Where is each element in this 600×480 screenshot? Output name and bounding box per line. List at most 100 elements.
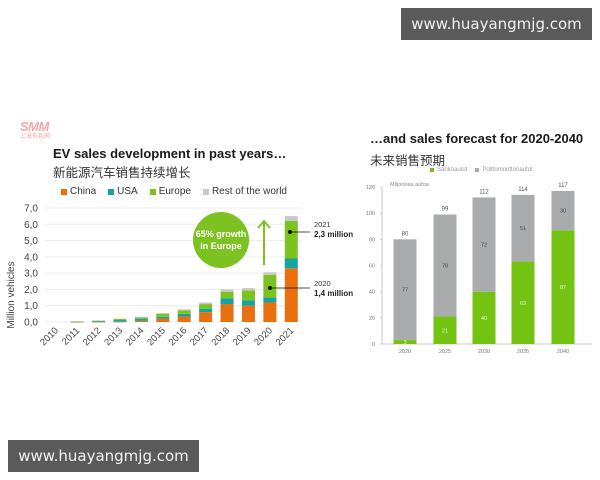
segment-value-label: 21: [442, 328, 448, 334]
y-tick-label: 5,0: [24, 236, 38, 247]
bar-2020: 3 77 80: [393, 231, 417, 346]
bar-2020: [263, 272, 277, 322]
segment-value-label: 87: [560, 285, 566, 291]
bar-segment-ice: [433, 214, 457, 317]
bar-segment-europe: [199, 304, 213, 309]
left-grid: [45, 207, 302, 323]
left-chart-legend: China USA Europe Rest of the world: [61, 186, 287, 197]
right-x-ticks: 2020 2025 2030 2035 2040: [399, 349, 569, 355]
bar-2030: 40 72 112: [472, 189, 496, 344]
annotation-2021-value: 2,3 million: [314, 230, 353, 239]
bar-segment-europe: [134, 317, 148, 319]
right-chart-subtitle: 未来销售预期: [370, 153, 446, 168]
x-tick-label: 2021: [274, 325, 297, 348]
y-tick-label: 120: [366, 185, 375, 191]
x-tick-label: 2040: [557, 349, 569, 355]
x-tick-label: 2012: [81, 325, 104, 348]
x-tick-label: 2014: [124, 325, 147, 348]
bar-segment-rest-of-the-world: [156, 313, 170, 314]
x-tick-label: 2011: [60, 325, 82, 347]
y-tick-label: 6,0: [24, 220, 38, 231]
bar-segment-rest-of-the-world: [199, 302, 213, 305]
bar-segment-usa: [113, 320, 127, 322]
bar-segment-ev: [393, 340, 417, 344]
legend-item-europe: Europe: [149, 186, 191, 197]
bar-segment-china: [284, 268, 298, 322]
growth-arrow-icon: [257, 219, 271, 265]
annotation-2020: 2020 1,4 million: [268, 279, 353, 298]
y-tick-label: 80: [369, 237, 375, 243]
right-chart-legend: Sähköautot Polttomoottoriautot: [430, 167, 533, 173]
legend-item-rest: Rest of the world: [202, 186, 287, 197]
legend-label-usa: USA: [117, 186, 138, 197]
bar-segment-usa: [220, 298, 234, 305]
bar-segment-china: [177, 316, 191, 322]
bar-segment-rest-of-the-world: [263, 272, 277, 275]
segment-value-label: 51: [520, 226, 526, 232]
left-chart-title: EV sales development in past years…: [53, 146, 287, 161]
bar-segment-rest-of-the-world: [241, 288, 255, 291]
left-chart-plot: Million vehicles 0,0 1,0 2,0 3,0 4,0 5,0 6,0 7,…: [6, 204, 353, 349]
bar-segment-china: [134, 320, 148, 322]
bar-2015: [156, 313, 170, 322]
legend-item-usa: USA: [108, 186, 138, 197]
segment-value-label: 78: [442, 264, 448, 270]
bar-segment-ev: [551, 230, 575, 344]
segment-value-label: 77: [402, 288, 408, 294]
legend-swatch-ice: [475, 168, 480, 172]
bar-2035: 63 51 114: [511, 187, 535, 344]
bar-segment-ev: [433, 316, 457, 344]
y-tick-label: 3,0: [24, 269, 38, 280]
y-tick-label: 100: [366, 211, 375, 217]
legend-label-europe: Europe: [158, 186, 191, 197]
bar-segment-europe: [177, 310, 191, 314]
legend-swatch-china: [61, 188, 67, 195]
bar-segment-china: [263, 302, 277, 322]
y-tick-label: 1,0: [24, 301, 38, 312]
x-tick-label: 2020: [252, 325, 275, 348]
bar-segment-usa: [177, 313, 191, 317]
total-label: 80: [402, 231, 409, 237]
bar-segment-rest-of-the-world: [134, 316, 148, 318]
bar-2017: [199, 302, 213, 322]
bar-2014: [134, 316, 148, 322]
bar-2018: [220, 289, 234, 322]
legend-swatch-europe: [149, 188, 156, 195]
bar-segment-usa: [156, 316, 170, 319]
x-tick-label: 2019: [231, 325, 254, 348]
annotation-2021-year: 2021: [314, 220, 331, 229]
smm-logo: SMM 上海有色网: [20, 120, 50, 143]
bar-2011: [70, 321, 84, 323]
annotation-2021: 2021 2,3 million: [288, 220, 353, 239]
bar-segment-rest-of-the-world: [70, 321, 84, 322]
bar-2021: [284, 216, 298, 322]
right-chart-title: …and sales forecast for 2020-2040: [370, 131, 584, 146]
x-tick-label: 2018: [209, 325, 232, 348]
legend-label-ice: Polttomoottoriautot: [482, 167, 533, 173]
y-tick-label: 7,0: [24, 204, 38, 215]
bar-2012: [92, 320, 106, 323]
y-tick-label: 60: [369, 264, 375, 270]
bar-segment-usa: [284, 258, 298, 269]
legend-swatch-ev: [430, 168, 434, 172]
segment-value-label: 63: [520, 301, 526, 307]
total-label: 99: [442, 206, 449, 212]
bar-2016: [177, 309, 191, 322]
bar-segment-china: [92, 321, 106, 323]
left-bars: [70, 216, 298, 323]
bar-segment-usa: [199, 308, 213, 313]
y-tick-label: 0,0: [24, 318, 38, 329]
y-tick-label: 0: [372, 342, 375, 348]
legend-swatch-rest: [202, 188, 209, 195]
bar-2019: [241, 288, 255, 322]
x-tick-label: 2015: [145, 325, 168, 348]
x-tick-label: 2016: [167, 325, 190, 348]
bar-segment-europe: [220, 291, 234, 299]
legend-item-ice: Polttomoottoriautot: [475, 167, 533, 173]
bar-2040: 87 30 117: [551, 183, 575, 344]
bar-segment-europe: [284, 221, 298, 259]
bar-segment-ice: [393, 239, 417, 341]
bar-segment-rest-of-the-world: [284, 216, 298, 222]
bar-2025: 21 78 99: [433, 206, 457, 344]
